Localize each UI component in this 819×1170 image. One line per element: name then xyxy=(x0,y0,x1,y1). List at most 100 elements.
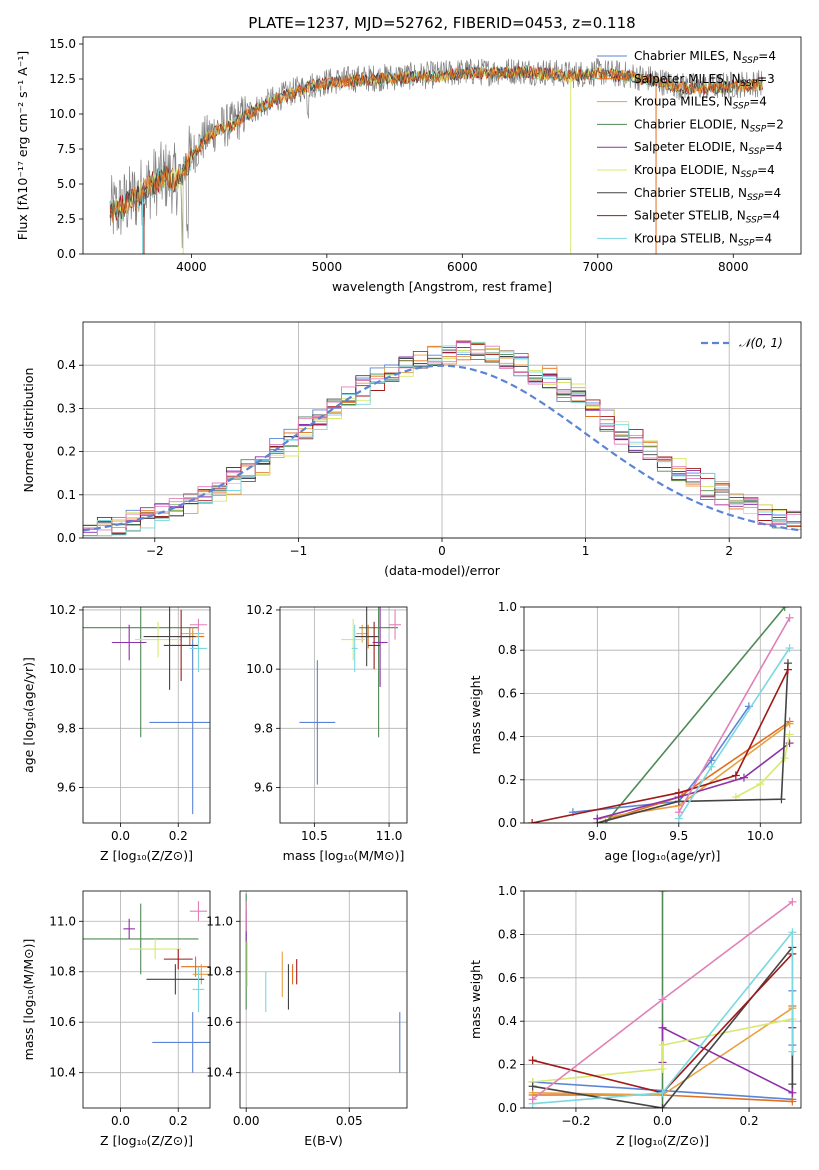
weight-marker xyxy=(528,1095,537,1104)
x-axis-label: age [log₁₀(age/yr)] xyxy=(605,848,721,863)
axes-frame xyxy=(82,36,802,255)
y-axis-label: Flux [fλ10⁻¹⁷ erg cm⁻² s⁻¹ A⁻¹] xyxy=(15,51,30,240)
data-point xyxy=(389,609,402,640)
legend-label: Salpeter STELIB, NSSP=4 xyxy=(634,209,780,226)
spectrum-legend: Chabrier MILES, NSSP=4 Salpeter MILES, NS… xyxy=(597,49,784,248)
data-point xyxy=(163,609,199,681)
x-tick-label: 0.2 xyxy=(169,829,188,843)
weight-marker xyxy=(780,754,789,763)
weight-marker xyxy=(658,995,667,1004)
mass_vs_Z-plot-area xyxy=(83,901,210,1073)
spectrum-plot-area xyxy=(109,58,764,254)
axes-frame xyxy=(82,890,211,1109)
weight-marker xyxy=(658,1088,667,1097)
legend-label: Chabrier ELODIE, NSSP=2 xyxy=(634,117,784,134)
weight-marker xyxy=(739,773,748,782)
x-tick-label: 11.0 xyxy=(376,829,403,843)
residual-histogram xyxy=(83,342,801,537)
x-axis-label: Z [log₁₀(Z/Z⊙)] xyxy=(616,1133,709,1148)
legend-label: Salpeter MILES, NSSP=3 xyxy=(634,72,775,89)
legend-label: Kroupa MILES, NSSP=4 xyxy=(634,95,767,112)
weight-line xyxy=(604,607,786,823)
y-tick-label: 0.6 xyxy=(498,971,517,985)
age_vs_mass-plot-area xyxy=(299,607,402,785)
weight-marker xyxy=(785,739,794,748)
y-tick-label: 10.0 xyxy=(246,662,273,676)
y-tick-label: 0.0 xyxy=(498,816,517,830)
y-tick-label: 0.6 xyxy=(498,686,517,700)
weight-marker xyxy=(785,719,794,728)
x-tick-label: 9.0 xyxy=(588,829,607,843)
x-axis-label: mass [log₁₀(M/M⊙)] xyxy=(283,848,405,863)
y-tick-label: 2.5 xyxy=(57,212,76,226)
residuals-legend: 𝒩(0, 1) xyxy=(701,336,783,350)
y-tick-label: 0.2 xyxy=(57,445,76,459)
y-tick-label: 0.0 xyxy=(57,247,76,261)
y-tick-label: 10.8 xyxy=(49,965,76,979)
weight-line xyxy=(532,1018,793,1083)
x-axis-label: E(B-V) xyxy=(304,1133,343,1148)
x-tick-label: 8000 xyxy=(718,260,749,274)
normal-distribution-curve xyxy=(83,364,801,532)
data-point xyxy=(189,901,208,922)
weight-marker xyxy=(658,1023,667,1032)
y-tick-label: 0.4 xyxy=(498,1014,517,1028)
y-tick-label: 11.0 xyxy=(206,914,233,928)
age_vs_mass-panel: 10.5 11.0 9.6 9.8 10.0 10.2 mass [log₁₀(M/M⊙)] xyxy=(246,603,408,863)
y-tick-label: 10.6 xyxy=(49,1015,76,1029)
data-point xyxy=(146,964,205,995)
weight-marker xyxy=(674,808,683,817)
weight-marker xyxy=(783,665,792,674)
x-axis-label: Z [log₁₀(Z/Z⊙)] xyxy=(100,1133,193,1148)
x-tick-label: 6000 xyxy=(447,260,478,274)
data-point xyxy=(354,607,379,667)
weight-marker xyxy=(788,1080,797,1089)
y-tick-label: 0.8 xyxy=(498,927,517,941)
data-point xyxy=(368,621,381,670)
weight-marker xyxy=(707,762,716,771)
age_vs_Z-panel: 0.0 0.2 9.6 9.8 10.0 10.2 Z [log₁₀(Z/Z⊙)] age [… xyxy=(21,603,211,863)
y-tick-label: 0.4 xyxy=(57,358,76,372)
data-point xyxy=(192,964,210,985)
weight_vs_Z-panel: −0.2 0.0 0.2 0.0 0.2 0.4 0.6 0.8 1.0 Z [log₁₀(Z/Z… xyxy=(468,884,802,1148)
weight-marker xyxy=(674,797,683,806)
data-point xyxy=(83,903,199,975)
data-point xyxy=(189,618,208,631)
weight-marker xyxy=(788,1047,797,1056)
age_vs_Z-plot-area xyxy=(83,607,210,815)
data-point xyxy=(181,956,210,977)
mass_vs_ebv-panel: 0.00 0.05 10.4 10.6 10.8 11.0 E(B-V) xyxy=(206,890,408,1148)
mass_vs_ebv-plot-area xyxy=(245,893,401,1073)
legend-label: Kroupa STELIB, NSSP=4 xyxy=(634,231,772,248)
data-point xyxy=(359,607,399,738)
x-tick-label: 1 xyxy=(582,544,590,558)
data-point xyxy=(351,624,358,673)
x-tick-label: −1 xyxy=(290,544,308,558)
y-axis-label: mass [log₁₀(M/M⊙)] xyxy=(21,939,36,1061)
y-tick-label: 15.0 xyxy=(49,37,76,51)
weight-marker xyxy=(785,644,794,653)
data-point xyxy=(111,624,147,661)
y-tick-label: 10.4 xyxy=(49,1066,76,1080)
y-tick-label: 10.2 xyxy=(246,603,273,617)
weight-marker xyxy=(780,607,789,611)
x-tick-label: 0.2 xyxy=(169,1114,188,1128)
legend-label: 𝒩(0, 1) xyxy=(739,336,783,350)
x-tick-label: 2 xyxy=(725,544,733,558)
data-point xyxy=(181,627,205,640)
weight-marker xyxy=(658,1104,667,1108)
y-tick-label: 9.8 xyxy=(57,721,76,735)
y-tick-label: 10.2 xyxy=(49,603,76,617)
data-point xyxy=(123,918,135,939)
y-tick-label: 0.1 xyxy=(57,488,76,502)
y-tick-label: 9.6 xyxy=(254,780,273,794)
legend-label: Chabrier STELIB, NSSP=4 xyxy=(634,186,781,203)
x-tick-label: 7000 xyxy=(583,260,614,274)
x-tick-label: 0.0 xyxy=(111,1114,130,1128)
weight_vs_age-plot-area xyxy=(528,607,794,823)
data-point xyxy=(299,660,336,785)
data-point xyxy=(143,607,196,690)
weight-line xyxy=(678,617,791,813)
weight-marker xyxy=(788,897,797,906)
weight-line xyxy=(597,663,789,823)
